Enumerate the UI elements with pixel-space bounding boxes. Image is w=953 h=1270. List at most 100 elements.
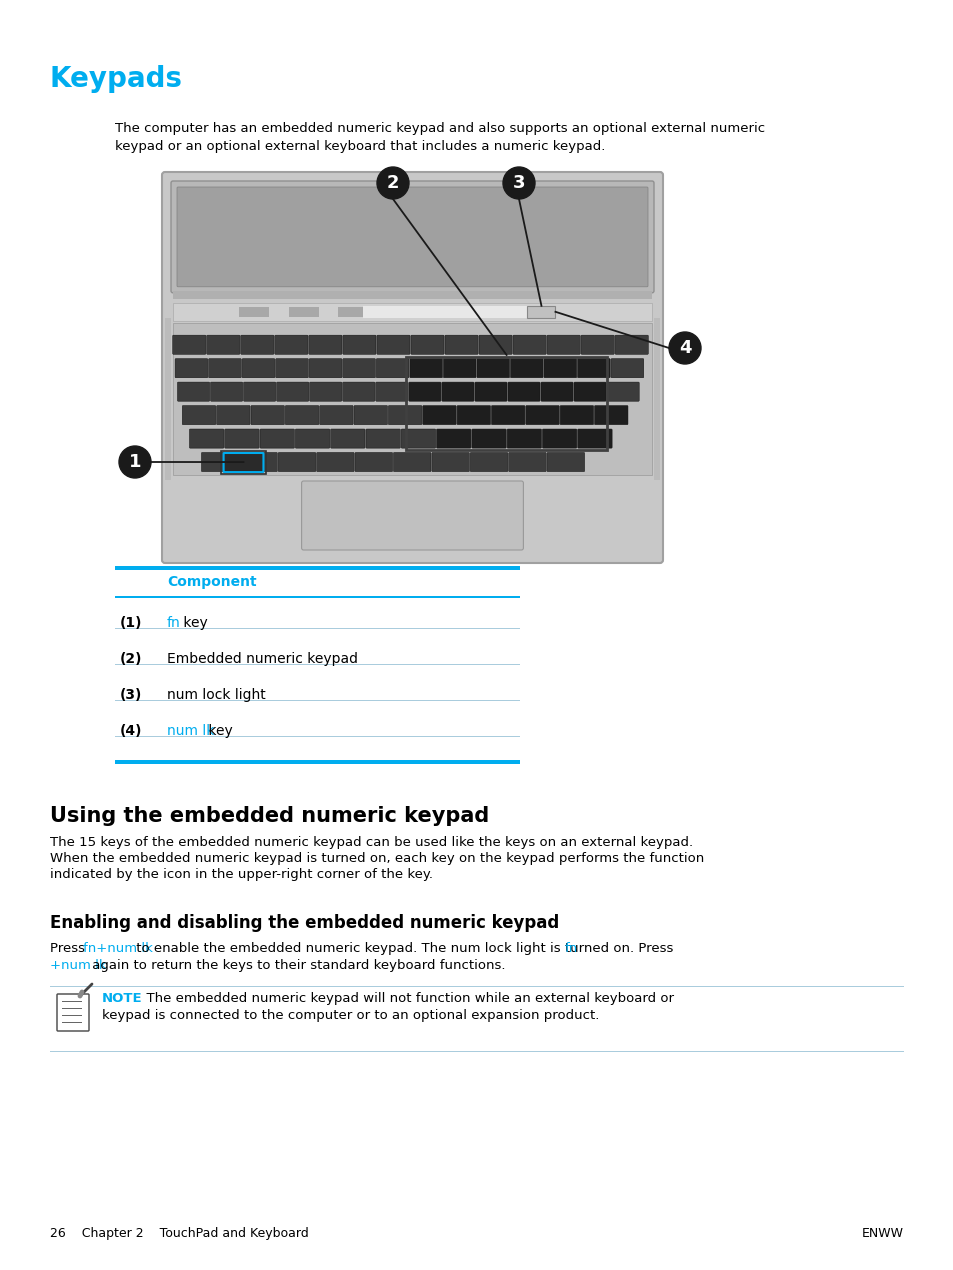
- FancyBboxPatch shape: [276, 382, 309, 401]
- Text: fn: fn: [167, 616, 180, 630]
- FancyBboxPatch shape: [211, 382, 242, 401]
- FancyBboxPatch shape: [243, 382, 275, 401]
- FancyBboxPatch shape: [216, 405, 250, 424]
- Text: Enabling and disabling the embedded numeric keypad: Enabling and disabling the embedded nume…: [50, 914, 558, 932]
- FancyBboxPatch shape: [388, 405, 421, 424]
- Text: (4): (4): [120, 724, 142, 738]
- Bar: [172, 302, 651, 321]
- FancyBboxPatch shape: [331, 429, 365, 448]
- Bar: [50, 1050, 903, 1052]
- FancyBboxPatch shape: [207, 335, 239, 354]
- FancyBboxPatch shape: [285, 405, 318, 424]
- FancyBboxPatch shape: [574, 382, 605, 401]
- FancyBboxPatch shape: [436, 429, 471, 448]
- FancyBboxPatch shape: [393, 452, 431, 471]
- FancyBboxPatch shape: [472, 429, 506, 448]
- FancyBboxPatch shape: [578, 429, 612, 448]
- FancyBboxPatch shape: [507, 429, 541, 448]
- Bar: [654, 318, 659, 480]
- FancyBboxPatch shape: [410, 358, 442, 377]
- Text: key: key: [179, 616, 208, 630]
- Text: (1): (1): [120, 616, 142, 630]
- FancyBboxPatch shape: [260, 429, 294, 448]
- FancyBboxPatch shape: [456, 405, 490, 424]
- Bar: [338, 307, 368, 316]
- FancyBboxPatch shape: [542, 429, 577, 448]
- FancyBboxPatch shape: [401, 429, 436, 448]
- FancyBboxPatch shape: [540, 382, 573, 401]
- FancyBboxPatch shape: [470, 452, 507, 471]
- Text: 2: 2: [386, 174, 399, 192]
- FancyBboxPatch shape: [242, 358, 274, 377]
- Text: +num lk: +num lk: [50, 959, 107, 972]
- FancyBboxPatch shape: [580, 335, 614, 354]
- FancyBboxPatch shape: [513, 335, 546, 354]
- FancyBboxPatch shape: [319, 405, 353, 424]
- FancyBboxPatch shape: [366, 429, 400, 448]
- FancyBboxPatch shape: [411, 335, 443, 354]
- FancyBboxPatch shape: [355, 452, 393, 471]
- Text: key: key: [204, 724, 233, 738]
- Text: 3: 3: [512, 174, 525, 192]
- Text: The embedded numeric keypad will not function while an external keyboard or: The embedded numeric keypad will not fun…: [138, 992, 673, 1005]
- Text: (3): (3): [120, 688, 142, 702]
- FancyBboxPatch shape: [301, 481, 523, 550]
- Text: Press: Press: [50, 942, 90, 955]
- FancyBboxPatch shape: [375, 382, 408, 401]
- Bar: [115, 566, 519, 570]
- Circle shape: [376, 166, 409, 199]
- Text: fn+num lk: fn+num lk: [83, 942, 152, 955]
- Circle shape: [668, 331, 700, 364]
- FancyBboxPatch shape: [441, 382, 474, 401]
- FancyBboxPatch shape: [162, 171, 662, 563]
- FancyBboxPatch shape: [240, 335, 274, 354]
- Text: The 15 keys of the embedded numeric keypad can be used like the keys on an exter: The 15 keys of the embedded numeric keyp…: [50, 836, 693, 850]
- FancyBboxPatch shape: [177, 382, 210, 401]
- Text: Using the embedded numeric keypad: Using the embedded numeric keypad: [50, 806, 489, 826]
- FancyBboxPatch shape: [172, 335, 206, 354]
- FancyBboxPatch shape: [171, 182, 654, 293]
- FancyBboxPatch shape: [278, 452, 315, 471]
- Bar: [172, 291, 651, 298]
- Circle shape: [119, 446, 151, 478]
- FancyBboxPatch shape: [507, 382, 539, 401]
- Text: The computer has an embedded numeric keypad and also supports an optional extern: The computer has an embedded numeric key…: [115, 122, 764, 135]
- FancyBboxPatch shape: [594, 405, 627, 424]
- Text: 26    Chapter 2    TouchPad and Keyboard: 26 Chapter 2 TouchPad and Keyboard: [50, 1227, 309, 1240]
- Text: num lock light: num lock light: [167, 688, 266, 702]
- FancyBboxPatch shape: [316, 452, 354, 471]
- Bar: [239, 307, 269, 316]
- Text: Component: Component: [167, 575, 256, 589]
- FancyBboxPatch shape: [295, 429, 330, 448]
- FancyBboxPatch shape: [309, 335, 341, 354]
- Text: keypad is connected to the computer or to an optional expansion product.: keypad is connected to the computer or t…: [102, 1008, 598, 1022]
- Text: num lk: num lk: [167, 724, 214, 738]
- FancyBboxPatch shape: [309, 358, 341, 377]
- FancyBboxPatch shape: [177, 187, 647, 287]
- FancyBboxPatch shape: [175, 358, 208, 377]
- FancyBboxPatch shape: [342, 382, 375, 401]
- FancyBboxPatch shape: [223, 453, 263, 472]
- FancyBboxPatch shape: [491, 405, 524, 424]
- Text: indicated by the icon in the upper-right corner of the key.: indicated by the icon in the upper-right…: [50, 867, 433, 881]
- Text: Keypads: Keypads: [50, 65, 183, 93]
- Text: 4: 4: [678, 339, 691, 357]
- FancyBboxPatch shape: [209, 358, 241, 377]
- Text: When the embedded numeric keypad is turned on, each key on the keypad performs t: When the embedded numeric keypad is turn…: [50, 852, 703, 865]
- FancyBboxPatch shape: [508, 452, 546, 471]
- FancyBboxPatch shape: [476, 358, 509, 377]
- FancyBboxPatch shape: [376, 335, 410, 354]
- Circle shape: [502, 166, 535, 199]
- FancyBboxPatch shape: [409, 382, 440, 401]
- FancyBboxPatch shape: [310, 382, 341, 401]
- FancyBboxPatch shape: [543, 358, 576, 377]
- Text: keypad or an optional external keyboard that includes a numeric keypad.: keypad or an optional external keyboard …: [115, 140, 605, 152]
- FancyBboxPatch shape: [546, 335, 579, 354]
- FancyBboxPatch shape: [577, 358, 610, 377]
- Text: to enable the embedded numeric keypad. The num lock light is turned on. Press: to enable the embedded numeric keypad. T…: [132, 942, 678, 955]
- Bar: [363, 306, 536, 318]
- FancyBboxPatch shape: [354, 405, 387, 424]
- Text: again to return the keys to their standard keyboard functions.: again to return the keys to their standa…: [89, 959, 505, 972]
- FancyBboxPatch shape: [422, 405, 456, 424]
- Bar: [115, 596, 519, 598]
